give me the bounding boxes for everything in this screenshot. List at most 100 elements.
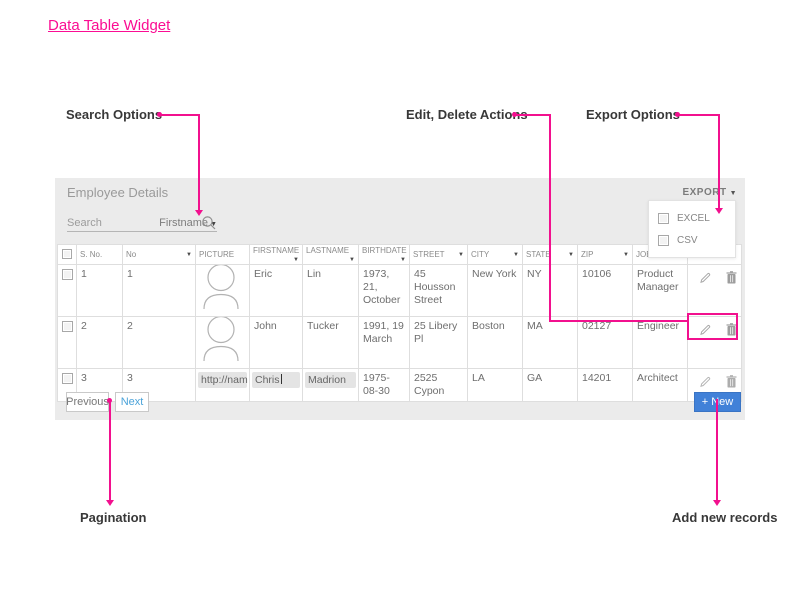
search-field-value: Firstname — [159, 216, 209, 229]
annotation-search-options: Search Options — [66, 107, 163, 122]
annotation-export-options: Export Options — [586, 107, 680, 122]
edit-icon[interactable] — [699, 324, 711, 340]
export-label: EXPORT — [682, 187, 727, 198]
edit-icon[interactable] — [699, 376, 711, 392]
col-lastname: LASTNAME ▼ — [302, 244, 359, 265]
add-new-button[interactable]: + New — [694, 392, 741, 412]
filter-icon[interactable]: ▼ — [458, 252, 464, 258]
cell-no: 3 — [122, 367, 196, 403]
col-zip: ZIP ▼ — [577, 244, 633, 265]
cell-no: 2 — [122, 316, 196, 369]
annotation-pagination: Pagination — [80, 510, 147, 525]
search-icon[interactable] — [201, 215, 217, 236]
col-no: No ▼ — [122, 244, 196, 265]
cell-birthdate: 1991, 19 March — [358, 316, 410, 369]
cell-jobtitle: Architect — [632, 367, 688, 403]
cell-sno: 2 — [76, 316, 123, 369]
filter-icon[interactable]: ▼ — [400, 257, 406, 263]
col-city: CITY ▼ — [467, 244, 523, 265]
filter-icon[interactable]: ▼ — [349, 257, 355, 263]
delete-icon[interactable] — [726, 271, 737, 288]
next-button[interactable]: Next — [115, 392, 149, 412]
cell-actions — [687, 316, 742, 369]
export-option-excel[interactable]: EXCEL — [658, 210, 726, 226]
delete-icon[interactable] — [726, 323, 737, 340]
col-firstname: FIRSTNAME ▼ — [249, 244, 303, 265]
csv-checkbox[interactable] — [658, 234, 669, 246]
select-all-checkbox[interactable] — [62, 248, 72, 259]
excel-checkbox[interactable] — [658, 212, 669, 224]
export-dropdown-trigger[interactable]: EXPORT ▼ — [682, 187, 737, 198]
cell-state: GA — [522, 367, 578, 403]
picture-url-input[interactable]: http://nam — [198, 372, 248, 388]
cell-actions — [687, 264, 742, 317]
annotation-add-new-records: Add new records — [672, 510, 778, 525]
cell-zip: 14201 — [577, 367, 633, 403]
cell-jobtitle: Engineer — [632, 316, 688, 369]
cell-street: 25 Libery Pl — [409, 316, 468, 369]
cell-city: LA — [467, 367, 523, 403]
export-option-csv[interactable]: CSV — [658, 232, 726, 248]
cell-no: 1 — [122, 264, 196, 317]
cell-city: New York — [467, 264, 523, 317]
cell-street: 45 Housson Street — [409, 264, 468, 317]
filter-icon[interactable]: ▼ — [623, 252, 629, 258]
col-state: STATE ▼ — [522, 244, 578, 265]
cell-city: Boston — [467, 316, 523, 369]
cell-birthdate: 1975-08-30 — [358, 367, 410, 403]
annotation-edit-delete-actions: Edit, Delete Actions — [406, 107, 528, 122]
col-street: STREET ▼ — [409, 244, 468, 265]
annotation-line — [679, 114, 719, 116]
page-title[interactable]: Data Table Widget — [48, 17, 171, 34]
avatar — [199, 317, 241, 366]
cell-picture: http://nam — [195, 367, 250, 403]
cell-firstname: Eric — [249, 264, 303, 317]
annotation-arrow — [106, 500, 114, 506]
annotation-line — [161, 114, 200, 116]
table-header-row: S. No. No ▼ PICTURE FIRSTNAME ▼ LASTNAME ▼ … — [57, 244, 742, 265]
cell-lastname: Lin — [302, 264, 359, 317]
lastname-input[interactable]: Madrion — [305, 372, 356, 388]
previous-button[interactable]: Previous — [66, 392, 109, 412]
firstname-input[interactable]: Chris — [252, 372, 300, 388]
employee-details-panel: Employee Details EXPORT ▼ EXCEL CSV Searc… — [55, 178, 745, 420]
chevron-down-icon: ▼ — [210, 220, 217, 228]
col-picture: PICTURE — [195, 244, 250, 265]
employee-table: S. No. No ▼ PICTURE FIRSTNAME ▼ LASTNAME ▼ … — [57, 244, 742, 403]
row-checkbox[interactable] — [61, 269, 73, 280]
cell-zip: 02127 — [577, 316, 633, 369]
edit-icon[interactable] — [699, 272, 711, 288]
row-checkbox[interactable] — [61, 321, 73, 332]
panel-title: Employee Details — [67, 185, 169, 200]
cell-birthdate: 1973, 21, October — [358, 264, 410, 317]
filter-icon[interactable]: ▼ — [186, 252, 192, 258]
text-caret — [280, 374, 282, 384]
avatar — [199, 265, 241, 314]
cell-lastname: Madrion — [302, 367, 359, 403]
cell-picture — [195, 316, 250, 369]
search-field-select[interactable]: Firstname ▼ — [159, 217, 217, 229]
cell-zip: 10106 — [577, 264, 633, 317]
chevron-down-icon: ▼ — [729, 190, 737, 197]
cell-firstname: John — [249, 316, 303, 369]
search-input[interactable]: Search — [67, 216, 102, 229]
col-sno: S. No. — [76, 244, 123, 265]
cell-state: NY — [522, 264, 578, 317]
cell-sno: 1 — [76, 264, 123, 317]
filter-icon[interactable]: ▼ — [293, 257, 299, 263]
search-bar: Search Firstname ▼ — [67, 214, 217, 232]
csv-label: CSV — [677, 234, 698, 246]
filter-icon[interactable]: ▼ — [513, 252, 519, 258]
col-birthdate: BIRTHDATE ▼ — [358, 244, 410, 265]
annotation-arrow — [713, 500, 721, 506]
row-checkbox[interactable] — [61, 373, 73, 384]
filter-icon[interactable]: ▼ — [568, 252, 574, 258]
cell-state: MA — [522, 316, 578, 369]
delete-icon[interactable] — [726, 375, 737, 392]
cell-firstname: Chris — [249, 367, 303, 403]
excel-label: EXCEL — [677, 212, 710, 224]
cell-picture — [195, 264, 250, 317]
cell-lastname: Tucker — [302, 316, 359, 369]
table-row: 2 2 John Tucker 1991, 19 March 25 Libery… — [57, 316, 742, 369]
